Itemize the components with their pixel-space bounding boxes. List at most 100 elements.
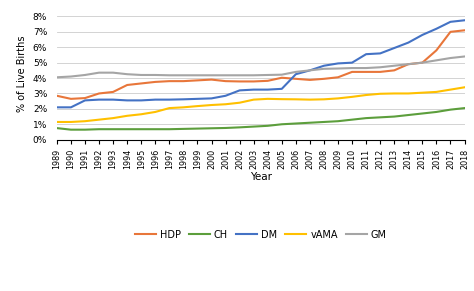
- CH: [209, 127, 214, 130]
- vAMA: [335, 97, 341, 100]
- Line: HDP: HDP: [57, 30, 465, 99]
- DM: [82, 99, 88, 102]
- DM: [110, 98, 116, 101]
- CH: [349, 118, 355, 121]
- CH: [335, 119, 341, 123]
- vAMA: [138, 113, 144, 116]
- vAMA: [447, 88, 453, 91]
- HDP: [419, 61, 425, 64]
- DM: [265, 88, 271, 91]
- GM: [419, 61, 425, 64]
- GM: [265, 73, 271, 77]
- DM: [153, 98, 158, 101]
- vAMA: [195, 104, 201, 108]
- GM: [54, 76, 60, 79]
- DM: [307, 69, 313, 72]
- GM: [195, 74, 201, 77]
- GM: [321, 67, 327, 70]
- GM: [223, 74, 228, 77]
- CH: [251, 125, 256, 128]
- CH: [321, 120, 327, 124]
- HDP: [279, 76, 284, 79]
- HDP: [54, 94, 60, 97]
- vAMA: [209, 103, 214, 107]
- vAMA: [377, 92, 383, 95]
- GM: [68, 75, 74, 78]
- GM: [138, 73, 144, 77]
- vAMA: [307, 98, 313, 101]
- CH: [392, 115, 397, 118]
- HDP: [447, 30, 453, 33]
- CH: [54, 126, 60, 130]
- HDP: [82, 96, 88, 100]
- HDP: [335, 76, 341, 79]
- HDP: [237, 80, 243, 83]
- vAMA: [68, 120, 74, 124]
- DM: [124, 99, 130, 102]
- vAMA: [462, 86, 467, 89]
- vAMA: [124, 114, 130, 118]
- CH: [434, 110, 439, 114]
- GM: [166, 74, 172, 77]
- GM: [377, 65, 383, 69]
- GM: [335, 67, 341, 70]
- DM: [321, 64, 327, 68]
- GM: [434, 58, 439, 62]
- DM: [138, 99, 144, 102]
- CH: [405, 113, 411, 117]
- HDP: [223, 79, 228, 83]
- HDP: [181, 79, 186, 83]
- CH: [307, 121, 313, 125]
- vAMA: [237, 101, 243, 104]
- HDP: [349, 70, 355, 74]
- GM: [363, 66, 369, 70]
- CH: [124, 127, 130, 131]
- CH: [419, 112, 425, 115]
- CH: [96, 127, 102, 131]
- vAMA: [363, 93, 369, 97]
- GM: [293, 70, 299, 74]
- Y-axis label: % of Live Births: % of Live Births: [17, 36, 27, 112]
- GM: [405, 63, 411, 66]
- DM: [363, 52, 369, 56]
- CH: [110, 127, 116, 131]
- HDP: [265, 79, 271, 83]
- CH: [237, 126, 243, 129]
- GM: [251, 74, 256, 77]
- vAMA: [82, 119, 88, 123]
- CH: [181, 127, 186, 131]
- CH: [377, 116, 383, 119]
- HDP: [138, 82, 144, 85]
- vAMA: [251, 98, 256, 101]
- HDP: [293, 77, 299, 81]
- HDP: [392, 69, 397, 72]
- GM: [447, 56, 453, 60]
- vAMA: [153, 110, 158, 114]
- HDP: [209, 78, 214, 81]
- CH: [363, 116, 369, 120]
- DM: [96, 98, 102, 101]
- DM: [209, 97, 214, 100]
- GM: [96, 71, 102, 74]
- vAMA: [349, 95, 355, 99]
- GM: [181, 74, 186, 77]
- GM: [392, 64, 397, 68]
- CH: [195, 127, 201, 130]
- HDP: [363, 70, 369, 74]
- vAMA: [434, 90, 439, 94]
- HDP: [96, 92, 102, 95]
- HDP: [307, 78, 313, 82]
- DM: [223, 94, 228, 97]
- DM: [279, 87, 284, 91]
- Line: CH: CH: [57, 108, 465, 130]
- HDP: [124, 83, 130, 87]
- GM: [307, 69, 313, 72]
- vAMA: [392, 92, 397, 95]
- DM: [237, 89, 243, 92]
- CH: [166, 127, 172, 131]
- GM: [279, 73, 284, 77]
- vAMA: [405, 92, 411, 95]
- DM: [293, 72, 299, 76]
- vAMA: [321, 97, 327, 101]
- DM: [251, 88, 256, 91]
